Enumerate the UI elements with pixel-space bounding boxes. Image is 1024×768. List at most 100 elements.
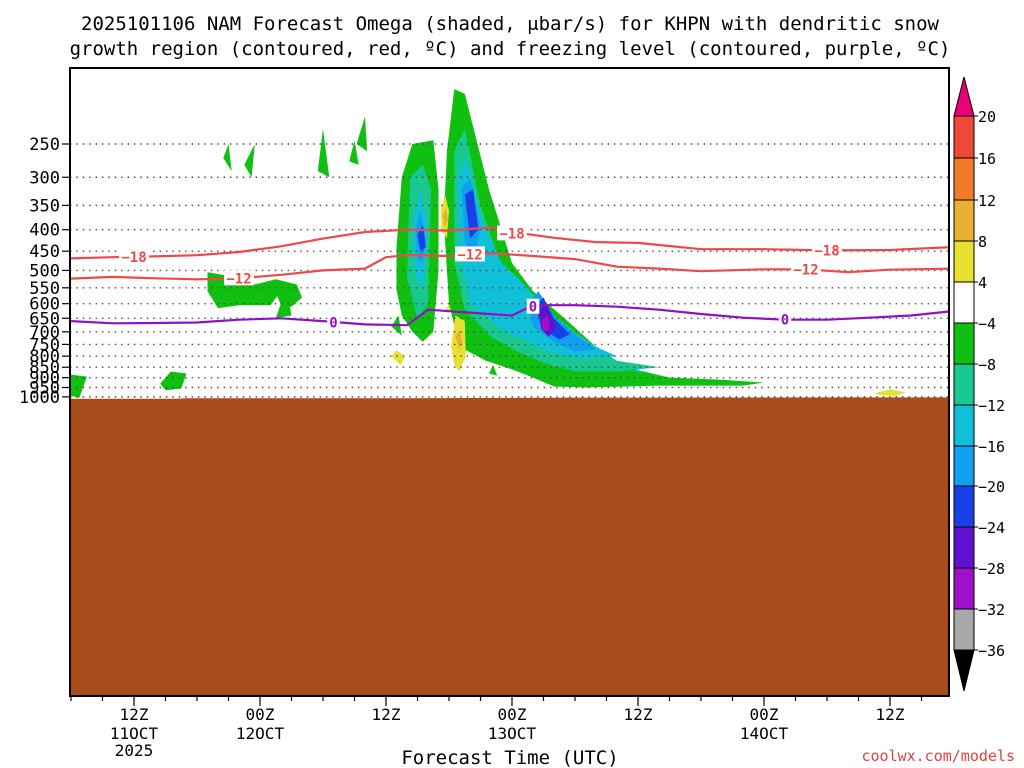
colorbar-bin bbox=[953, 485, 975, 528]
contour-label-bg bbox=[778, 311, 792, 327]
colorbar-label: 16 bbox=[978, 150, 996, 168]
omega-region bbox=[464, 189, 479, 239]
omega-region bbox=[275, 287, 292, 319]
colorbar-bin bbox=[953, 404, 975, 447]
chart-title-line-2: growth region (contoured, red, ºC) and f… bbox=[70, 38, 951, 60]
terrain bbox=[71, 397, 949, 696]
pressure-axis: 250 300 350 4004505005506006507007508008509… bbox=[19, 135, 70, 408]
y-tick-label: 700 bbox=[29, 323, 60, 343]
colorbar-label: 8 bbox=[978, 233, 987, 251]
colorbar-label: −32 bbox=[978, 601, 1005, 619]
omega-region bbox=[349, 140, 359, 165]
omega-region bbox=[443, 89, 764, 388]
colorbar-bin bbox=[953, 322, 975, 365]
y-tick-label: 350 bbox=[29, 196, 60, 216]
x-tick-label: 00Z bbox=[750, 705, 779, 724]
contour-label: −18 bbox=[499, 226, 524, 242]
colorbar: 20 16 12 8 4 −4 −8 −12 −16 −20 −24 −28 −32 −36 bbox=[953, 76, 1005, 692]
contour-label-bg bbox=[455, 246, 485, 262]
y-tick-label: 1000 bbox=[19, 388, 60, 408]
contour-lines: −18 −18 −18 −12 −12 −12 0 0 0 bbox=[70, 225, 949, 331]
contour-label: −12 bbox=[226, 271, 251, 287]
y-tick-label: 550 bbox=[29, 279, 60, 299]
colorbar-label: 4 bbox=[978, 274, 987, 292]
colorbar-bin bbox=[953, 608, 975, 651]
colorbar-label: −12 bbox=[978, 397, 1005, 415]
x-tick-label: 12Z bbox=[372, 705, 401, 724]
contour-label-bg bbox=[327, 314, 340, 330]
contour-label: 0 bbox=[781, 313, 789, 329]
contour-label-bg bbox=[526, 298, 540, 314]
colorbar-label: −28 bbox=[978, 560, 1005, 578]
y-tick-label: 800 bbox=[29, 347, 60, 367]
x-tick-date: 12OCT bbox=[236, 724, 285, 743]
colorbar-label: 12 bbox=[978, 192, 996, 210]
colorbar-label: −24 bbox=[978, 519, 1005, 537]
colorbar-label: −4 bbox=[978, 315, 996, 333]
contour--18 bbox=[70, 226, 949, 260]
colorbar-bottom-arrow bbox=[953, 649, 975, 692]
contour-label: 0 bbox=[529, 300, 537, 316]
omega-region bbox=[457, 158, 617, 359]
omega-region bbox=[71, 374, 87, 398]
plot-frame bbox=[69, 67, 950, 697]
terrain-ground bbox=[71, 397, 949, 696]
omega-region bbox=[356, 116, 368, 152]
omega-region bbox=[223, 144, 232, 172]
colorbar-bin bbox=[953, 115, 975, 159]
omega-region bbox=[244, 144, 255, 178]
colorbar-label: −36 bbox=[978, 642, 1005, 660]
x-tick-date: 13OCT bbox=[488, 724, 537, 743]
plot-area: −18 −18 −18 −12 −12 −12 0 0 0 bbox=[70, 89, 949, 696]
y-tick-label: 650 bbox=[29, 309, 60, 329]
chart-title-line-1: 2025101106 NAM Forecast Omega (shaded, μ… bbox=[81, 13, 939, 35]
omega-region bbox=[488, 365, 498, 376]
contour-label: −12 bbox=[793, 262, 818, 278]
colorbar-label: 20 bbox=[978, 108, 996, 126]
colorbar-bin bbox=[953, 567, 975, 610]
x-axis-title: Forecast Time (UTC) bbox=[401, 747, 618, 768]
y-tick-label: 400 bbox=[29, 221, 60, 241]
colorbar-top-arrow bbox=[953, 76, 975, 117]
colorbar-bin bbox=[953, 281, 975, 324]
colorbar-bin bbox=[953, 363, 975, 406]
omega-region bbox=[632, 369, 644, 373]
colorbar-bin bbox=[953, 240, 975, 283]
contour-label: −12 bbox=[457, 247, 482, 263]
y-tick-label: 950 bbox=[29, 379, 60, 399]
y-tick-label: 500 bbox=[29, 261, 60, 281]
contour-0 bbox=[70, 304, 949, 327]
contour-label-bg bbox=[119, 249, 149, 265]
colorbar-label: −16 bbox=[978, 438, 1005, 456]
omega-region bbox=[541, 315, 550, 332]
x-tick-date: 14OCT bbox=[740, 724, 789, 743]
contour-label: 0 bbox=[329, 315, 337, 331]
omega-region bbox=[417, 225, 426, 252]
contour-label-bg bbox=[224, 270, 254, 286]
x-tick-label: 12Z bbox=[120, 705, 149, 724]
y-tick-label: 600 bbox=[29, 295, 60, 315]
omega-region bbox=[160, 371, 187, 391]
y-tick-label: 250 bbox=[29, 135, 60, 155]
y-tick-label: 900 bbox=[29, 369, 60, 389]
omega-region bbox=[442, 208, 448, 228]
x-tick-year: 2025 bbox=[115, 741, 154, 760]
colorbar-label: −8 bbox=[978, 356, 996, 374]
colorbar-label: −20 bbox=[978, 478, 1005, 496]
contour-label-bg bbox=[812, 242, 842, 258]
y-tick-label: 850 bbox=[29, 358, 60, 378]
x-tick-label: 00Z bbox=[498, 705, 527, 724]
contour-label: −18 bbox=[121, 250, 146, 266]
colorbar-bin bbox=[953, 526, 975, 569]
colorbar-bin bbox=[953, 199, 975, 242]
omega-shading bbox=[71, 89, 906, 398]
omega-region bbox=[391, 350, 405, 366]
x-tick-date: 11OCT bbox=[110, 724, 159, 743]
omega-region bbox=[874, 389, 906, 396]
y-tick-label: 750 bbox=[29, 335, 60, 355]
x-tick-label: 12Z bbox=[876, 705, 905, 724]
x-tick-label: 00Z bbox=[246, 705, 275, 724]
watermark: coolwx.com/models bbox=[861, 747, 1015, 765]
